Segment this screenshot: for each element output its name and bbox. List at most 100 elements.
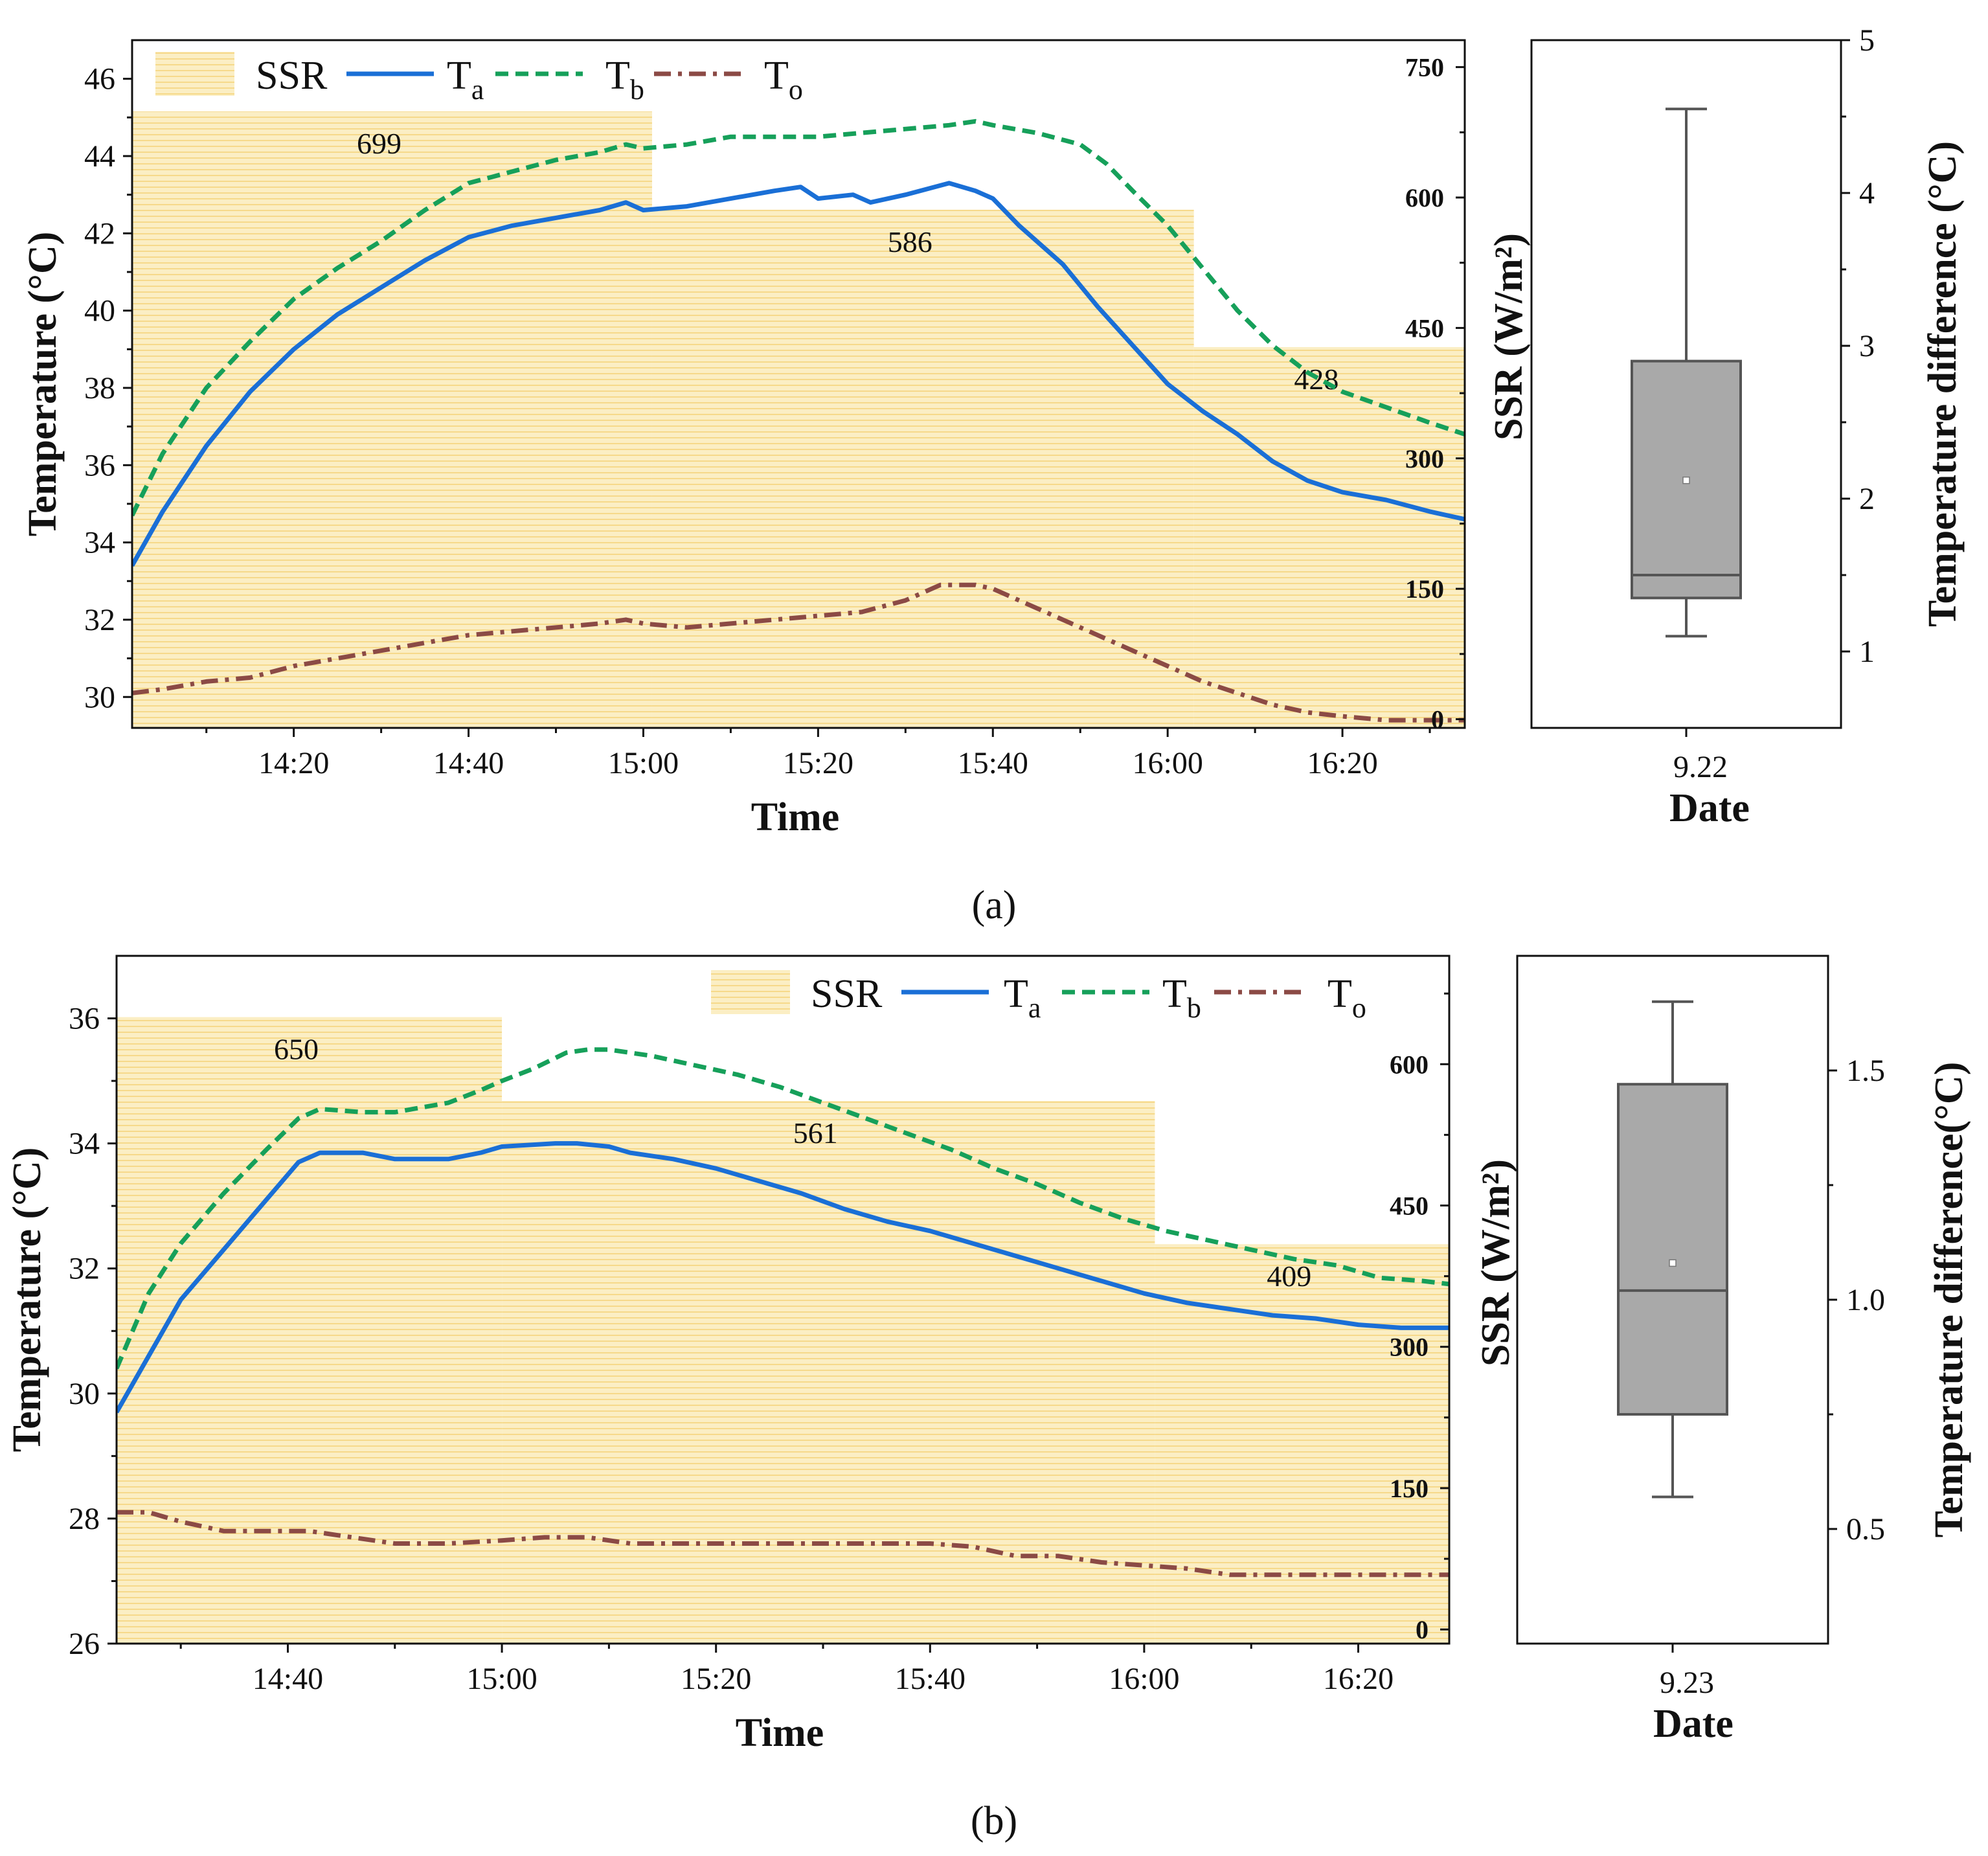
ssr-axis-label-a: SSR (W/m²) [1487, 233, 1531, 440]
ssr-tick-label: 300 [1390, 1333, 1429, 1362]
ssr-tick-label: 150 [1390, 1474, 1429, 1503]
box-y-tick-label: 3 [1859, 329, 1875, 363]
series-tb-line [117, 1047, 1449, 1370]
line-chart-b: 650 561 409 [117, 1017, 1449, 1644]
box-y-tick-label: 5 [1859, 23, 1875, 58]
legend-ssr-swatch [155, 52, 234, 96]
y-tick-label: 44 [84, 139, 115, 174]
xlabel-a: Time [751, 795, 840, 839]
ssr-tick-label: 150 [1405, 574, 1444, 604]
mean-marker [1682, 476, 1690, 484]
box-y-tick-label: 1.0 [1846, 1283, 1885, 1317]
series-ta-line [117, 1141, 1449, 1414]
box-axes-a: 1 2 3 4 5 [1685, 23, 1875, 737]
panel-label-a: (a) [972, 883, 1017, 927]
legend-a: SSR Ta Tb To [155, 52, 803, 106]
series-lines-b [117, 1047, 1449, 1578]
ssr-bar [1193, 346, 1465, 728]
ssr-bar [132, 111, 652, 728]
box-y-tick-label: 1.5 [1846, 1054, 1885, 1088]
plot-frame-b [115, 955, 1451, 1645]
ssr-bar [651, 209, 1194, 728]
ssr-bar-value: 699 [357, 127, 401, 160]
series-to-line [132, 582, 1465, 723]
series-lines-a [132, 119, 1465, 723]
x-tick-label: 15:00 [608, 746, 679, 780]
box-ylabel-b: Temperature difference(°C) [1927, 1062, 1971, 1538]
box-plot-b [1617, 1000, 1728, 1499]
ssr-bar [502, 1101, 1155, 1644]
y-tick-label: 46 [84, 62, 115, 96]
y-tick-label: 36 [69, 1002, 100, 1036]
ssr-tick-label: 450 [1390, 1192, 1429, 1221]
legend-ssr-label: SSR [811, 972, 883, 1016]
x-tick-label: 15:20 [783, 746, 853, 780]
panel-label-b: (b) [971, 1799, 1017, 1843]
ssr-axis-label-b: SSR (W/m²) [1474, 1159, 1518, 1366]
y-tick-label: 26 [69, 1627, 100, 1661]
ssr-tick-label: 0 [1416, 1615, 1429, 1644]
legend-to-label: To [1327, 972, 1366, 1024]
y-tick-label: 34 [69, 1127, 100, 1161]
axes-a: 14:20 14:40 15:00 15:20 15:40 16:00 16:20 30 32 3… [84, 53, 1465, 780]
box-xlabel-b: Date [1653, 1702, 1734, 1746]
box-axes-b: 0.5 1.0 1.5 [1671, 1054, 1885, 1653]
legend-to-label: To [764, 54, 803, 106]
y-tick-label: 40 [84, 294, 115, 328]
box-y-tick-label: 0.5 [1846, 1512, 1885, 1546]
box-y-tick-label: 1 [1859, 635, 1875, 669]
x-tick-label: 15:20 [681, 1662, 751, 1696]
x-tick-label: 15:00 [466, 1662, 537, 1696]
ylabel-a: Temperature (°C) [21, 232, 65, 537]
x-tick-label: 16:20 [1307, 746, 1377, 780]
series-ta-line [132, 181, 1465, 567]
ylabel-b: Temperature (°C) [5, 1148, 49, 1453]
box-xlabel-a: Date [1669, 786, 1750, 830]
xlabel-b: Time [736, 1711, 824, 1755]
ssr-bar-value: 650 [274, 1033, 319, 1066]
legend-b: SSR Ta Tb To [711, 970, 1366, 1024]
series-to-line [117, 1510, 1449, 1578]
x-tick-label: 16:20 [1323, 1662, 1394, 1696]
ssr-tick-label: 600 [1390, 1050, 1429, 1079]
x-tick-label: 16:00 [1109, 1662, 1179, 1696]
ssr-tick-label: 0 [1431, 705, 1444, 734]
legend-ssr-swatch [711, 970, 790, 1014]
box-y-tick-label: 2 [1859, 482, 1875, 516]
plot-frame-a [131, 39, 1466, 729]
y-tick-label: 30 [84, 680, 115, 714]
mean-marker [1669, 1259, 1677, 1267]
box-category-b: 9.23 [1660, 1666, 1714, 1700]
legend-ta-label: Ta [1004, 972, 1041, 1024]
ssr-tick-label: 450 [1405, 313, 1444, 343]
y-tick-label: 30 [69, 1377, 100, 1411]
x-tick-label: 15:40 [895, 1662, 966, 1696]
legend-ta-label: Ta [447, 54, 484, 106]
box-ylabel-a: Temperature difference (°C) [1921, 141, 1965, 627]
ssr-bar [117, 1017, 503, 1644]
box-y-tick-label: 4 [1859, 176, 1875, 210]
box-plot-a [1631, 108, 1742, 638]
ssr-tick-label: 750 [1405, 53, 1444, 82]
ssr-tick-label: 300 [1405, 444, 1444, 473]
y-tick-label: 32 [84, 603, 115, 637]
legend-ssr-label: SSR [256, 54, 328, 98]
y-tick-label: 34 [84, 526, 115, 560]
ssr-tick-label: 600 [1405, 183, 1444, 212]
y-tick-label: 36 [84, 448, 115, 482]
ssr-bar-value: 586 [888, 225, 932, 258]
y-tick-label: 38 [84, 371, 115, 405]
ssr-bar-value: 409 [1267, 1260, 1311, 1293]
y-tick-label: 42 [84, 216, 115, 251]
axes-b: 14:40 15:00 15:20 15:40 16:00 16:20 26 28 30 32 34… [69, 992, 1449, 1696]
x-tick-label: 14:40 [253, 1662, 323, 1696]
x-tick-label: 14:40 [433, 746, 504, 780]
ssr-bar-value: 561 [793, 1116, 838, 1149]
x-tick-label: 14:20 [258, 746, 329, 780]
legend-tb-label: Tb [605, 54, 644, 106]
iqr-box [1617, 1083, 1728, 1416]
ssr-bars-b: 650 561 409 [117, 1017, 1449, 1644]
